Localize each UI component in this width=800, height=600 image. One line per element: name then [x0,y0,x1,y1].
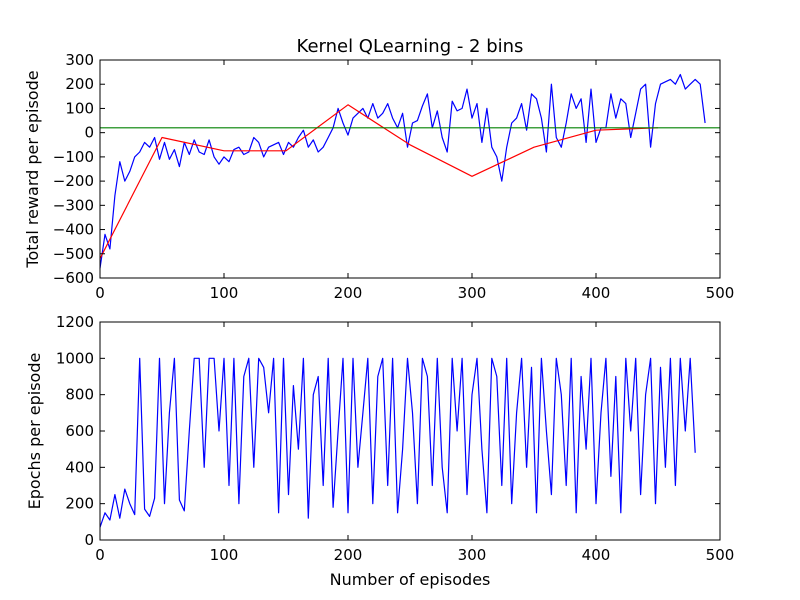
y-tick-label: 0 [84,124,94,142]
y-tick-label: 0 [84,531,94,549]
chart-title: Kernel QLearning - 2 bins [297,36,524,57]
y-tick-label: −100 [53,148,94,166]
x-tick-label: 100 [210,284,239,302]
series-line-1 [99,104,659,259]
epochs-panel: Epochs per episode Number of episodes 0 1… [25,313,734,589]
y-tick-label: 300 [65,51,94,69]
epochs-y-axis-label: Epochs per episode [25,353,44,510]
y-tick-label: 600 [65,422,94,440]
x-tick-label: 0 [95,546,105,564]
y-tick-label: 200 [65,75,94,93]
y-tick-label: 1200 [56,313,94,331]
x-tick-label: 200 [334,546,363,564]
y-tick-label: 200 [65,495,94,513]
x-tick-label: 300 [458,284,487,302]
plot-frame [99,321,721,541]
reward-y-axis-label: Total reward per episode [23,70,42,268]
series-line-0 [99,73,706,269]
x-tick-label: 500 [706,284,735,302]
x-tick-label: 100 [210,546,239,564]
y-tick-label: 400 [65,458,94,476]
y-tick-label: −300 [53,196,94,214]
plot-frame [99,59,721,279]
x-tick-label: 400 [582,546,611,564]
x-tick-label: 0 [95,284,105,302]
reward-panel: Kernel QLearning - 2 bins Total reward p… [23,36,734,302]
y-tick-label: 1000 [56,349,94,367]
y-tick-label: −200 [53,172,94,190]
series-line-0 [99,357,696,528]
y-tick-label: −400 [53,221,94,239]
epochs-x-axis-label: Number of episodes [330,570,491,589]
y-tick-label: −500 [53,245,94,263]
x-tick-label: 200 [334,284,363,302]
x-tick-label: 300 [458,546,487,564]
x-tick-label: 500 [706,546,735,564]
y-tick-label: 800 [65,386,94,404]
y-tick-label: −600 [53,269,94,287]
x-tick-label: 400 [582,284,611,302]
y-tick-label: 100 [65,99,94,117]
